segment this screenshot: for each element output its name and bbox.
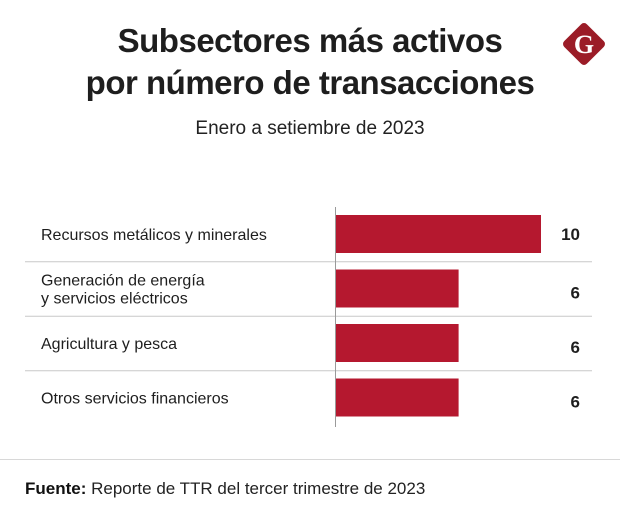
chart-title-line-1: Subsectores más activos xyxy=(117,22,503,59)
chart-subtitle: Enero a setiembre de 2023 xyxy=(195,118,425,139)
bar-chart: Recursos metálicos y minerales 10 Generaci… xyxy=(25,207,592,427)
category-label: Agricultura y pesca xyxy=(41,336,177,353)
category-label: Generación de energía y servicios eléctri… xyxy=(41,273,205,308)
gestion-logo-icon: G xyxy=(560,20,608,68)
value-label: 10 xyxy=(561,225,580,244)
source-text: Reporte de TTR del tercer trimestre de 2… xyxy=(86,479,426,498)
value-label: 6 xyxy=(571,338,580,357)
bar xyxy=(335,269,459,308)
category-label: Recursos metálicos y minerales xyxy=(41,227,267,244)
bar xyxy=(335,378,459,417)
source-label: Fuente: xyxy=(25,479,87,498)
chart-title-line-2: por número de transacciones xyxy=(85,64,535,101)
source-note: Fuente: Reporte de TTR del tercer trimes… xyxy=(25,479,425,499)
bar xyxy=(335,215,541,253)
value-label: 6 xyxy=(571,284,580,303)
bar xyxy=(335,324,459,362)
footer-divider xyxy=(0,459,620,460)
value-label: 6 xyxy=(571,393,580,412)
chart-title: Subsectores más activos por número de tr… xyxy=(0,20,620,104)
logo-letter: G xyxy=(574,30,594,59)
category-label: Otros servicios financieros xyxy=(41,391,229,408)
